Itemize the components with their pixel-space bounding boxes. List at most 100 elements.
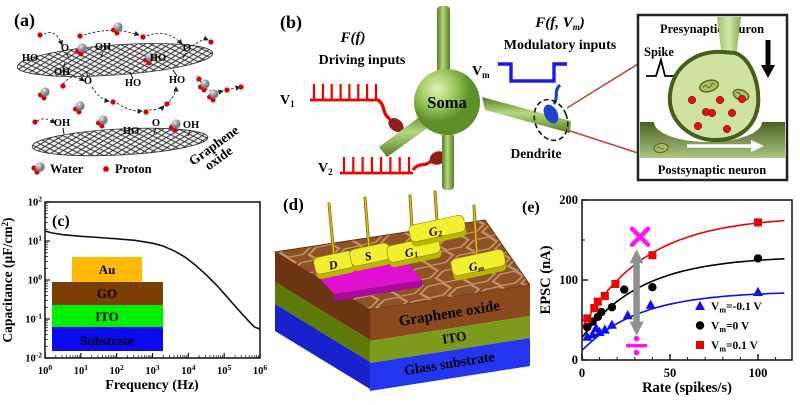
circle-marker (695, 321, 705, 330)
fit-curve (581, 292, 785, 351)
electrode-g2-label: G2 (428, 223, 444, 240)
glass-left-face (275, 304, 370, 389)
capacitance-curve-line (44, 230, 261, 330)
x-tick-label: 103 (145, 363, 160, 377)
soma-label: Soma (427, 93, 466, 112)
x-tick-label: 105 (217, 363, 232, 377)
site-label: O (183, 43, 191, 54)
inset-connector-top (566, 63, 639, 109)
x-tick-label: 106 (253, 363, 268, 377)
ito-left-face (275, 282, 370, 362)
triangle-marker (695, 300, 705, 310)
panel-e-axes-ticks: 0 50 100 0 100 200 (559, 193, 777, 380)
vesicle (737, 94, 747, 104)
proton-dot (60, 83, 66, 89)
panel-e-epsc-plot: (e) 0 50 100 0 100 200 Vm=-0.1 V Vm=0 V Vm=0.1 … (522, 193, 793, 396)
panel-b-tag: (b) (280, 12, 302, 33)
panel-e-legend: Vm=-0.1 V Vm=0 V Vm=0.1 V (695, 300, 762, 354)
y-tick-label: 100 (28, 273, 43, 287)
y-tick-label: 200 (559, 193, 578, 207)
square-marker (754, 218, 762, 227)
proton-dot (110, 99, 116, 105)
x-axis-title: Rate (spikes/s) (642, 380, 732, 396)
y-axis-title: Capacitance (µF/cm2) (0, 217, 15, 342)
au-layer (72, 257, 142, 282)
x-tick-label: 0 (579, 366, 585, 380)
v2-synapse-squiggle (411, 159, 433, 172)
water-legend-label: Water (50, 162, 84, 176)
vesicle (693, 121, 703, 131)
vesicle (715, 95, 725, 105)
electrode-gm-label: Gm (467, 258, 485, 276)
postsynaptic-neuron-label: Postsynaptic neuron (658, 163, 767, 177)
y-tick-label: 0 (572, 353, 578, 367)
driving-function-label: F(f) (340, 30, 366, 46)
electrode-pins (327, 190, 479, 258)
circle-marker (583, 323, 592, 332)
fit-curve (581, 258, 785, 339)
ito-layer (52, 305, 163, 327)
modulatory-function-label: F(f, Vm) (534, 15, 585, 32)
water-molecule (96, 115, 108, 129)
graphene-sheet-top (16, 43, 214, 77)
triangle-marker (599, 324, 610, 334)
site-label: O (84, 76, 92, 87)
triangle-marker (753, 286, 763, 296)
square-marker (648, 251, 657, 260)
square-marker (593, 297, 602, 306)
electrode-g1-label: G1 (404, 244, 420, 261)
site-label: O (152, 118, 160, 129)
panel-c-tag: (c) (52, 213, 70, 230)
apical-trunk (437, 6, 450, 74)
x-tick-label: 100 (38, 363, 53, 377)
inset-connector-bottom (566, 129, 639, 154)
ito-front-face (370, 316, 530, 363)
bond-lines (62, 51, 191, 137)
proton-dot (143, 109, 149, 115)
v1-synapse-squiggle (377, 98, 392, 121)
spike-label: Spike (644, 45, 674, 59)
vm-pulse-waveform (498, 62, 567, 83)
modulatory-inputs-label: Modulatory inputs (504, 38, 617, 53)
water-molecule (75, 43, 87, 57)
site-label: OH (95, 42, 111, 53)
proton-dot (196, 76, 202, 82)
site-label: OH (54, 67, 70, 78)
square-marker (600, 292, 609, 300)
down-arrow-head (761, 65, 775, 78)
synapse-inset: Presynaptic neuron Spike (636, 13, 789, 182)
site-label: HO (169, 75, 185, 86)
triangle-marker (645, 299, 656, 309)
mitochondrion-1 (698, 79, 720, 93)
legend-label: Vm=0.1 V (711, 340, 759, 354)
proton-dot (37, 32, 43, 38)
substrate-label: Substrate (80, 333, 134, 348)
electrode-g2 (408, 214, 467, 247)
presynaptic-neuron-label: Presynaptic neuron (660, 22, 764, 36)
site-label: OH (54, 118, 70, 129)
legend-label: Vm=0 V (711, 321, 750, 335)
v1-synapse-bouton (388, 117, 404, 133)
basal-trunk (442, 133, 454, 190)
circle-marker (607, 303, 617, 312)
v1-label: V1 (280, 93, 295, 109)
go-label: GO (97, 286, 117, 301)
go-front-face (370, 285, 530, 341)
device-stack-inset: Au GO ITO Substrate (52, 257, 163, 351)
panel-d-tag: (d) (283, 195, 304, 214)
panel-c-capacitance-plot: (c) 100 101 102 103 104 105 10610210110010-110… (0, 195, 268, 394)
glass-front-face (370, 338, 530, 391)
panel-a-legend: Water Proton (31, 162, 152, 176)
water-molecules (38, 22, 219, 133)
site-label: HO (22, 53, 38, 64)
data-points (582, 218, 763, 341)
x-tick-label: 101 (74, 363, 89, 377)
electrode-s-label: S (363, 248, 373, 263)
water-molecule (73, 101, 85, 115)
vesicle (707, 108, 717, 118)
site-label: HO (123, 126, 139, 137)
circle-marker (753, 254, 763, 263)
proton-dot (164, 101, 170, 107)
vesicle (722, 124, 732, 134)
